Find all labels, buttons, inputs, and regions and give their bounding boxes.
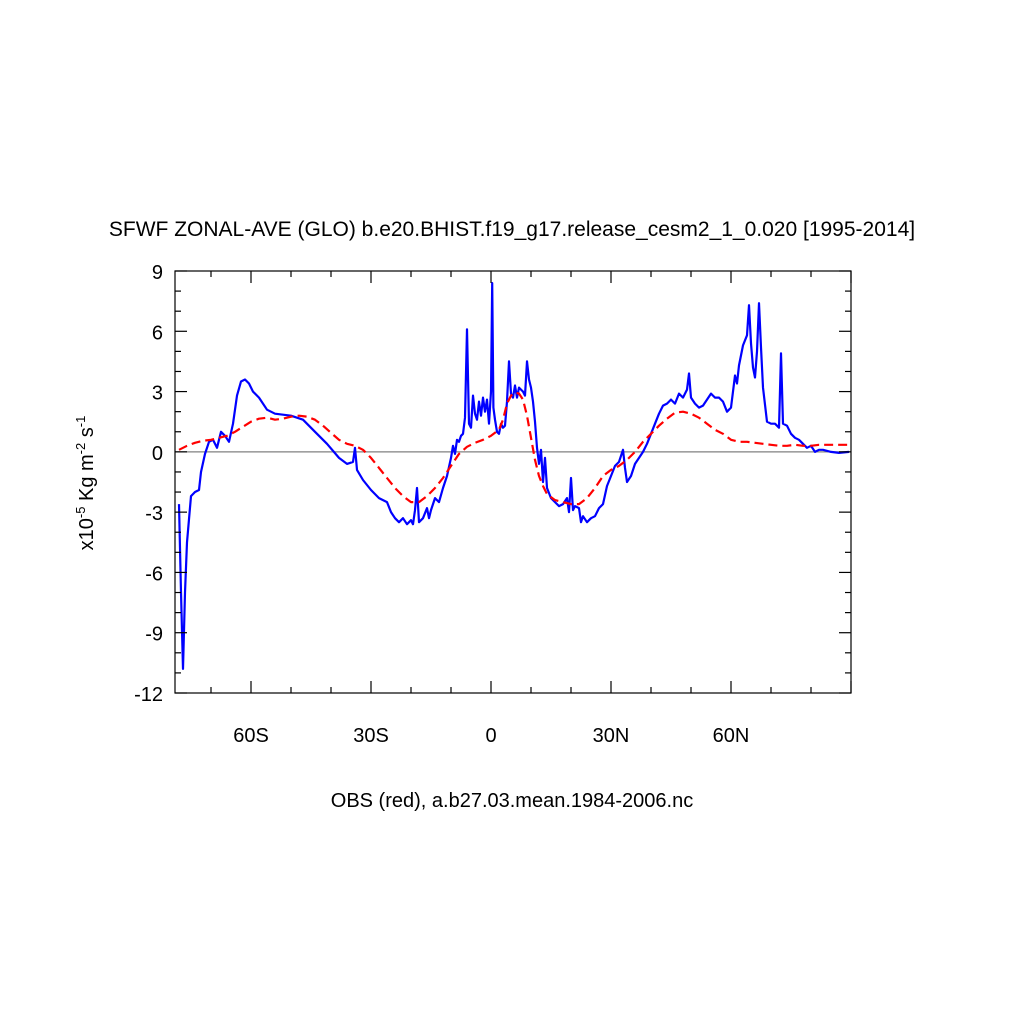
x-tick-label: 60S xyxy=(233,725,269,747)
x-tick-label: 0 xyxy=(485,725,496,747)
y-tick-label: 3 xyxy=(152,383,163,405)
x-axis-label: OBS (red), a.b27.03.mean.1984-2006.nc xyxy=(331,790,693,812)
x-tick-label: 30N xyxy=(593,725,630,747)
x-tick-label: 60N xyxy=(713,725,750,747)
x-tick-label: 30S xyxy=(353,725,389,747)
chart-title: SFWF ZONAL-AVE (GLO) b.e20.BHIST.f19_g17… xyxy=(109,218,915,241)
y-tick-label: -3 xyxy=(145,503,163,525)
y-axis-label: x10-5 Kg m-2 s-1 xyxy=(73,416,98,551)
y-tick-label: 9 xyxy=(152,262,163,284)
y-tick-label: -12 xyxy=(134,684,163,706)
series-line-1 xyxy=(178,391,849,506)
series-line-0 xyxy=(177,282,850,670)
y-tick-label: 0 xyxy=(152,443,163,465)
y-tick-label: 6 xyxy=(152,322,163,344)
y-tick-label: -9 xyxy=(145,624,163,646)
plot-frame xyxy=(174,270,852,694)
plot-area: 9 6 3 0 -3 -6 -9 -12 60S 30S 0 30N 60N xyxy=(134,262,852,747)
y-tick-label: -6 xyxy=(145,563,163,585)
